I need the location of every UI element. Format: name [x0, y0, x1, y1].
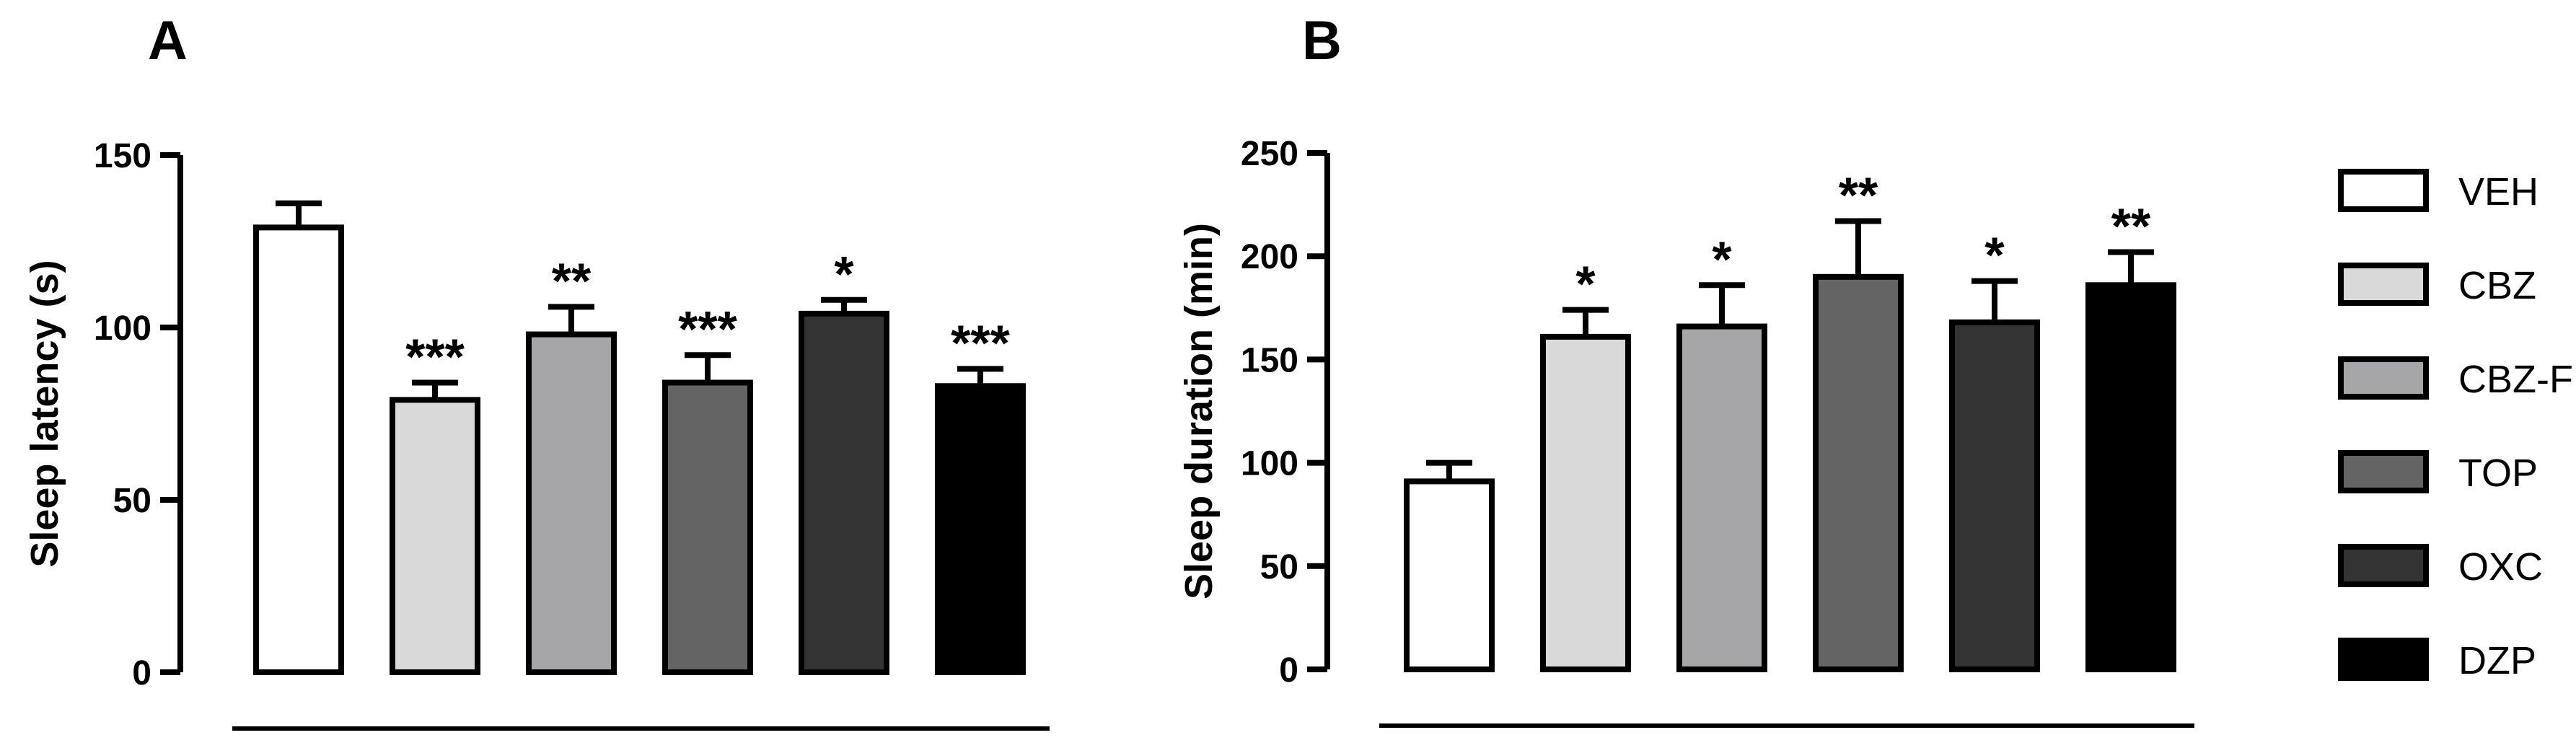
panel-letter: B: [1302, 10, 1342, 71]
legend-swatch-cbz: [2338, 263, 2429, 306]
legend-label: CBZ: [2458, 264, 2536, 307]
legend: VEH CBZ CBZ-F TOP OXC DZP: [2338, 169, 2573, 682]
significance-label: ***: [405, 328, 465, 384]
y-tick-label: 150: [94, 137, 151, 175]
bar-dzp: [2085, 282, 2176, 672]
significance-label: **: [2111, 198, 2151, 254]
bar-veh: [253, 224, 344, 675]
bar-top: [662, 379, 753, 675]
significance-label: **: [552, 252, 592, 309]
legend-swatch-veh: [2338, 169, 2429, 212]
significance-label: ***: [951, 314, 1010, 371]
legend-label: VEH: [2458, 170, 2538, 214]
y-tick-label: 50: [1260, 548, 1298, 586]
significance-label: *: [1575, 256, 1596, 312]
legend-label: OXC: [2458, 545, 2543, 589]
bar-oxc: [799, 310, 889, 675]
significance-label: ***: [678, 301, 737, 357]
bar-veh: [1404, 478, 1495, 672]
y-tick-label: 100: [1241, 445, 1298, 483]
bar-cbz: [1540, 333, 1631, 672]
bar-oxc: [1949, 319, 2040, 672]
legend-swatch-dzp: [2338, 638, 2429, 681]
y-tick-label: 0: [132, 654, 151, 692]
bar-dzp: [935, 383, 1026, 675]
y-axis-label: Sleep duration (min): [1177, 223, 1221, 599]
y-tick-label: 250: [1241, 135, 1298, 173]
bar-cbz-f: [1676, 323, 1767, 672]
y-tick-label: 50: [113, 482, 151, 520]
y-tick-label: 100: [94, 309, 151, 348]
bar-top: [1813, 273, 1904, 672]
legend-swatch-oxc: [2338, 544, 2429, 587]
legend-label: TOP: [2458, 452, 2538, 495]
legend-label: DZP: [2458, 639, 2536, 682]
significance-label: *: [834, 246, 854, 302]
legend-swatch-cbz-f: [2338, 356, 2429, 400]
significance-label: **: [1839, 167, 1878, 224]
y-axis-label: Sleep latency (s): [23, 260, 66, 567]
y-tick-label: 0: [1279, 651, 1298, 690]
y-tick-label: 200: [1241, 238, 1298, 276]
bar-cbz: [390, 397, 480, 675]
bar-cbz-f: [526, 331, 617, 675]
panel-letter: A: [148, 10, 188, 71]
significance-label: *: [1712, 231, 1732, 287]
legend-swatch-top: [2338, 450, 2429, 493]
legend-label: CBZ-F: [2458, 358, 2573, 401]
y-tick-label: 150: [1241, 341, 1298, 379]
significance-label: *: [1984, 227, 2005, 283]
